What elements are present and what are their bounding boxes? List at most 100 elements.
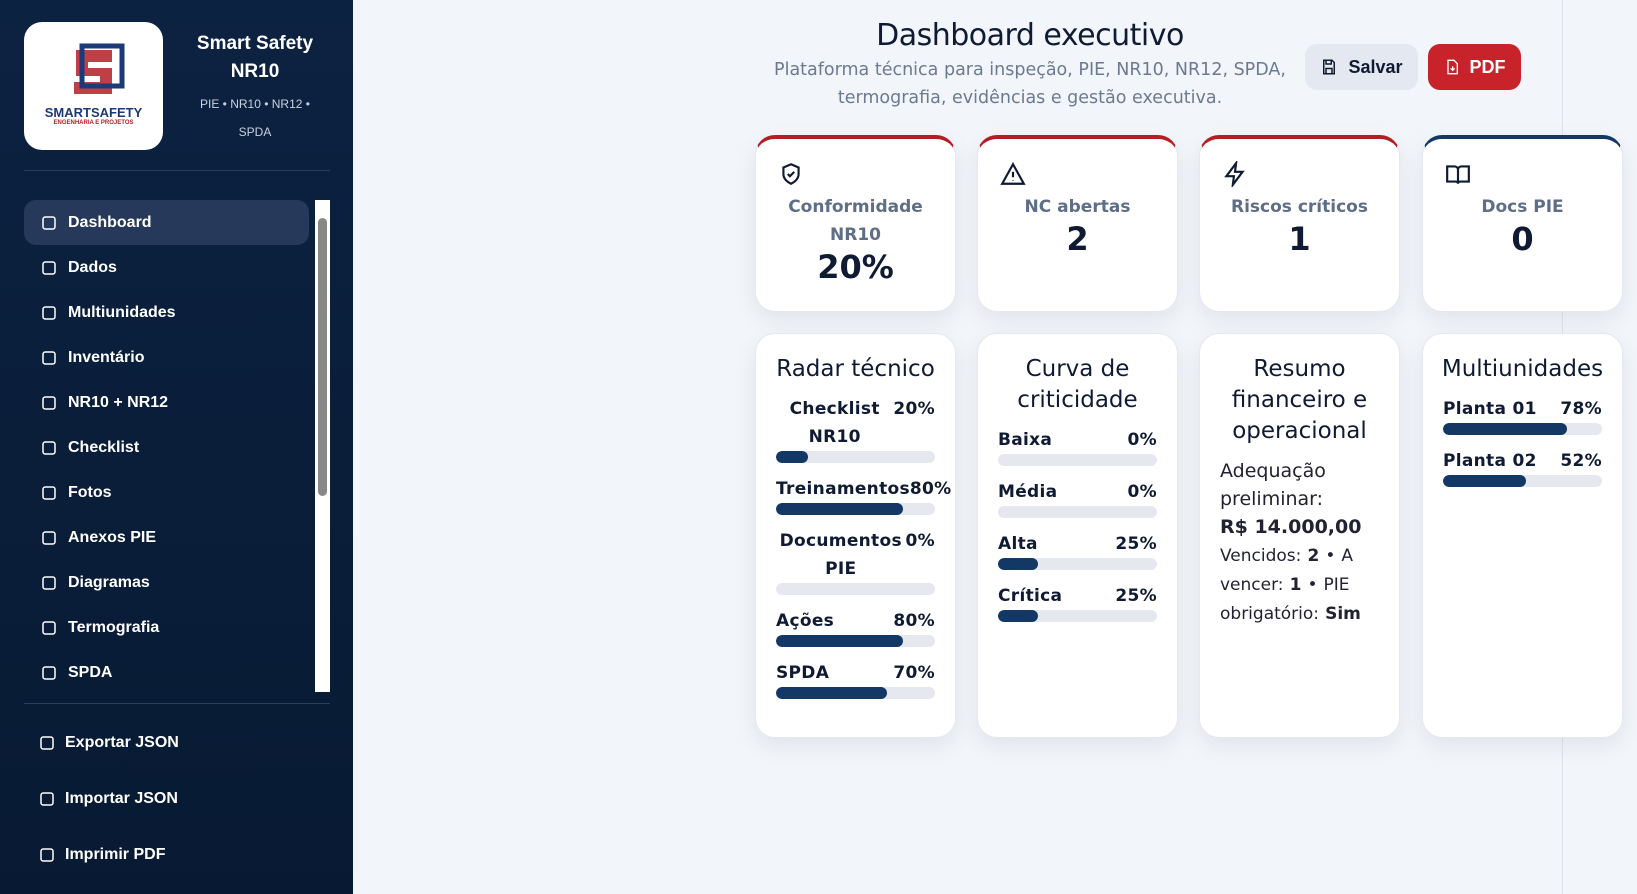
progress-bar <box>998 558 1038 570</box>
resumo-body: Adequação preliminar: R$ 14.000,00 Vencido… <box>1220 457 1379 628</box>
nav-label: Inventário <box>68 348 145 366</box>
nav-label: Dashboard <box>68 213 152 231</box>
kpi-value: 1 <box>1288 220 1311 258</box>
resumo-text: Vencidos: <box>1220 546 1302 566</box>
progress-row: Ações 80% <box>776 607 935 647</box>
progress-track <box>776 635 935 647</box>
row-label: Crítica <box>998 586 1063 606</box>
nav-item[interactable]: Inventário <box>24 335 309 380</box>
kpi-label: Docs PIE <box>1481 197 1564 217</box>
progress-row: Treinamentos 80% <box>776 475 951 515</box>
progress-bar <box>776 635 904 647</box>
row-header: Ações 80% <box>776 607 935 635</box>
progress-row: Planta 01 78% <box>1443 395 1602 435</box>
nav-item[interactable]: Anexos PIE <box>24 515 309 560</box>
progress-bar <box>776 451 808 463</box>
action[interactable]: Imprimir PDF <box>38 846 165 864</box>
kpi-value: 20% <box>817 248 894 286</box>
save-button[interactable]: Salvar <box>1305 44 1418 90</box>
nav-label: Diagramas <box>68 573 150 591</box>
card-title: Multiunidades <box>1441 356 1604 382</box>
nav-item[interactable]: NR10 + NR12 <box>24 380 309 425</box>
nav-item[interactable]: Dashboard <box>24 200 309 245</box>
multi-card: Multiunidades Planta 01 78% Planta 02 52% <box>1422 333 1623 738</box>
button-label: Salvar <box>1348 56 1403 77</box>
nav-label: Dados <box>68 258 117 276</box>
logo-text: SMARTSAFETY <box>44 105 143 120</box>
row-header: SPDA 70% <box>776 659 935 687</box>
row-label: Ações <box>776 611 835 631</box>
row-label: Planta 01 <box>1443 399 1537 419</box>
row-label: Planta 02 <box>1443 451 1537 471</box>
card-title: Curva de criticidade <box>1017 356 1138 413</box>
row-header: Baixa 0% <box>998 426 1157 454</box>
kpi-icon <box>1224 159 1245 189</box>
page-subtitle: Plataforma técnica para inspeção, PIE, N… <box>774 60 1286 108</box>
resumo-text: Adequação preliminar: <box>1220 460 1326 510</box>
scroll-thumb[interactable] <box>318 218 327 496</box>
progress-track <box>776 503 935 515</box>
nav-label: Fotos <box>68 483 112 501</box>
curva-card: Curva de criticidade Baixa 0% Média 0% Alta 25… <box>977 333 1178 738</box>
row-header: Checklist NR10 20% <box>776 395 935 451</box>
row-header: Documentos PIE 0% <box>776 527 935 583</box>
row-value: 70% <box>893 663 935 683</box>
card-title: Resumo financeiro e operacional <box>1231 356 1368 444</box>
progress-row: Alta 25% <box>998 530 1157 570</box>
nav-item[interactable]: Dados <box>24 245 309 290</box>
kpi-value: 0 <box>1511 220 1534 258</box>
progress-bar <box>1443 423 1568 435</box>
nav-item[interactable]: Termografia <box>24 605 309 650</box>
resumo-text: 2 <box>1307 546 1320 566</box>
progress-track <box>1443 475 1602 487</box>
row-header: Crítica 25% <box>998 582 1157 610</box>
row-header: Alta 25% <box>998 530 1157 558</box>
progress-track <box>998 454 1157 466</box>
progress-track <box>776 451 935 463</box>
resumo-text: A vencer: <box>1220 546 1354 595</box>
nav-item[interactable]: Multiunidades <box>24 290 309 335</box>
kpi-card: Riscos críticos 1 <box>1199 135 1400 312</box>
nav-label: Anexos PIE <box>68 528 157 546</box>
nav-item[interactable]: Diagramas <box>24 560 309 605</box>
action[interactable]: Exportar JSON <box>38 734 179 752</box>
progress-row: Crítica 25% <box>998 582 1157 622</box>
radar-card: Radar técnico Checklist NR10 20% Treinament… <box>755 333 956 738</box>
kpi-icon <box>1000 162 1026 185</box>
resumo-text: 1 <box>1289 575 1302 595</box>
resumo-card: Resumo financeiro e operacional Adequação… <box>1199 333 1400 738</box>
sidebar: SMARTSAFETY ENGENHARIA E PROJETOS Smart … <box>0 0 353 894</box>
card-title: Radar técnico <box>776 356 935 382</box>
kpi-card: Docs PIE 0 <box>1422 135 1623 312</box>
progress-bar <box>776 687 888 699</box>
logo: SMARTSAFETY ENGENHARIA E PROJETOS <box>24 22 163 150</box>
row-value: 0% <box>1127 482 1157 502</box>
row-label: Checklist NR10 <box>789 399 880 447</box>
nav-label: SPDA <box>68 663 113 681</box>
row-value: 20% <box>893 399 935 419</box>
pdf-button[interactable]: PDF <box>1428 44 1521 90</box>
progress-bar <box>1443 475 1526 487</box>
resumo-text: • <box>1307 575 1318 595</box>
nav-item[interactable]: Fotos <box>24 470 309 515</box>
row-header: Planta 01 78% <box>1443 395 1602 423</box>
page-title: Dashboard executivo <box>876 18 1184 53</box>
row-value: 25% <box>1115 534 1157 554</box>
brand-subtitle: PIE • NR10 • NR12 • SPDA <box>200 97 310 139</box>
action[interactable]: Importar JSON <box>38 790 178 808</box>
divider <box>24 170 330 171</box>
row-value: 0% <box>905 531 935 551</box>
row-label: Baixa <box>998 430 1053 450</box>
scrollbar[interactable] <box>315 200 330 692</box>
row-header: Treinamentos 80% <box>776 475 951 503</box>
progress-track <box>776 687 935 699</box>
progress-bar <box>776 503 904 515</box>
row-value: 80% <box>893 611 935 631</box>
nav-item[interactable]: Checklist <box>24 425 309 470</box>
nav-item[interactable]: SPDA <box>24 650 309 695</box>
progress-track <box>998 610 1157 622</box>
row-value: 52% <box>1560 451 1602 471</box>
nav-label: Termografia <box>68 618 160 636</box>
logo-subtext: ENGENHARIA E PROJETOS <box>53 120 134 126</box>
progress-row: Média 0% <box>998 478 1157 518</box>
